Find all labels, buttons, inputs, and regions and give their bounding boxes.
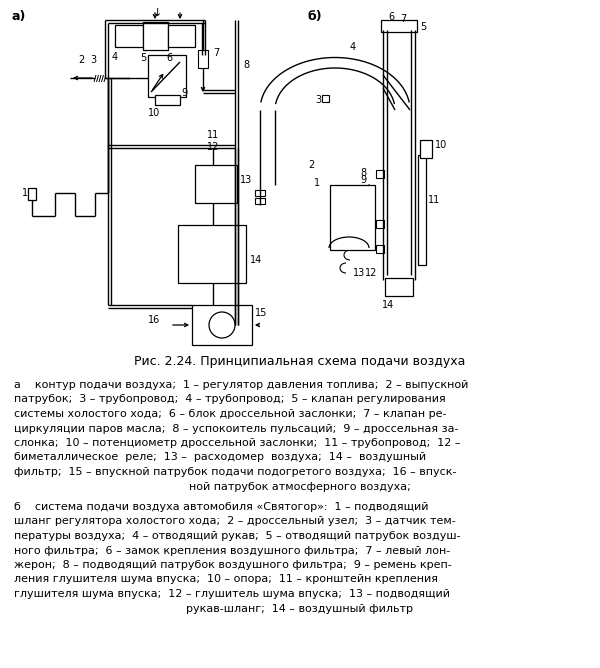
Text: 10: 10 [435,140,447,150]
Text: 5: 5 [140,53,146,63]
Text: б    система подачи воздуха автомобиля «Святогор»:  1 – подводящий: б система подачи воздуха автомобиля «Свя… [14,502,428,512]
Text: ления глушителя шума впуска;  10 – опора;  11 – кронштейн крепления: ления глушителя шума впуска; 10 – опора;… [14,574,438,584]
Bar [178,225,246,283]
Text: 14: 14 [250,255,262,265]
Bar [255,198,265,204]
Bar [376,245,384,253]
Text: патрубок;  3 – трубопровод;  4 – трубопровод;  5 – клапан регулирования: патрубок; 3 – трубопровод; 4 – трубопров… [14,395,446,405]
Text: 12: 12 [365,268,377,278]
Text: 10: 10 [148,108,160,118]
Text: 7: 7 [400,14,406,24]
Bar [376,220,384,228]
Bar [148,55,186,97]
Text: 6: 6 [388,12,394,22]
Text: 11: 11 [428,195,440,205]
Text: 4: 4 [350,42,356,52]
Text: Рис. 2.24. Принципиальная схема подачи воздуха: Рис. 2.24. Принципиальная схема подачи в… [134,355,466,368]
Text: 9: 9 [360,175,366,185]
Text: глушителя шума впуска;  12 – глушитель шума впуска;  13 – подводящий: глушителя шума впуска; 12 – глушитель шу… [14,589,450,599]
Bar [28,188,36,200]
Text: 5: 5 [420,22,426,32]
Text: 9: 9 [181,88,187,98]
Text: 3: 3 [90,55,96,65]
Bar [115,25,143,47]
Text: 8: 8 [243,60,249,70]
Bar [143,22,168,50]
Text: ↓: ↓ [153,8,163,18]
Text: 8: 8 [360,168,366,178]
Bar [381,20,417,32]
Text: ного фильтра;  6 – замок крепления воздушного фильтра;  7 – левый лон-: ного фильтра; 6 – замок крепления воздуш… [14,546,450,556]
Text: б): б) [308,10,323,23]
Text: 14: 14 [382,300,394,310]
Bar [376,170,384,178]
Text: слонка;  10 – потенциометр дроссельной заслонки;  11 – трубопровод;  12 –: слонка; 10 – потенциометр дроссельной за… [14,438,461,448]
Bar [198,50,208,68]
Bar [195,165,237,203]
Text: 1: 1 [22,188,28,198]
Text: 2: 2 [78,55,84,65]
Text: шланг регулятора холостого хода;  2 – дроссельный узел;  3 – датчик тем-: шланг регулятора холостого хода; 2 – дро… [14,516,456,526]
Text: 6: 6 [166,53,172,63]
Text: 15: 15 [255,308,268,318]
Text: биметаллическое  реле;  13 –  расходомер  воздуха;  14 –  воздушный: биметаллическое реле; 13 – расходомер во… [14,452,426,462]
Bar [418,155,426,265]
Bar [192,305,252,345]
Text: 13: 13 [240,175,252,185]
Text: жерон;  8 – подводящий патрубок воздушного фильтра;  9 – ремень креп-: жерон; 8 – подводящий патрубок воздушног… [14,560,452,570]
Text: 16: 16 [148,315,160,325]
Text: а    контур подачи воздуха;  1 – регулятор давления топлива;  2 – выпускной: а контур подачи воздуха; 1 – регулятор д… [14,380,469,390]
Bar [330,185,375,250]
Bar [255,190,265,196]
Text: системы холостого хода;  6 – блок дроссельной заслонки;  7 – клапан ре-: системы холостого хода; 6 – блок дроссел… [14,409,446,419]
Text: 1: 1 [314,178,320,188]
Text: циркуляции паров масла;  8 – успокоитель пульсаций;  9 – дроссельная за-: циркуляции паров масла; 8 – успокоитель … [14,424,458,434]
Text: рукав-шланг;  14 – воздушный фильтр: рукав-шланг; 14 – воздушный фильтр [187,603,413,613]
Text: фильтр;  15 – впускной патрубок подачи подогретого воздуха;  16 – впуск-: фильтр; 15 – впускной патрубок подачи по… [14,467,457,477]
Text: 4: 4 [112,52,118,62]
Bar [155,95,180,105]
Text: 2: 2 [308,160,314,170]
Text: 7: 7 [213,48,219,58]
Text: ной патрубок атмосферного воздуха;: ной патрубок атмосферного воздуха; [189,482,411,492]
Text: 12: 12 [207,142,220,152]
Text: 11: 11 [207,130,219,140]
Bar [385,278,413,296]
Bar [420,140,432,158]
Bar [322,95,329,102]
Text: 13: 13 [353,268,365,278]
Bar [168,25,195,47]
Text: 3: 3 [315,95,321,105]
Text: пературы воздуха;  4 – отводящий рукав;  5 – отводящий патрубок воздуш-: пературы воздуха; 4 – отводящий рукав; 5… [14,531,461,541]
Text: а): а) [12,10,26,23]
